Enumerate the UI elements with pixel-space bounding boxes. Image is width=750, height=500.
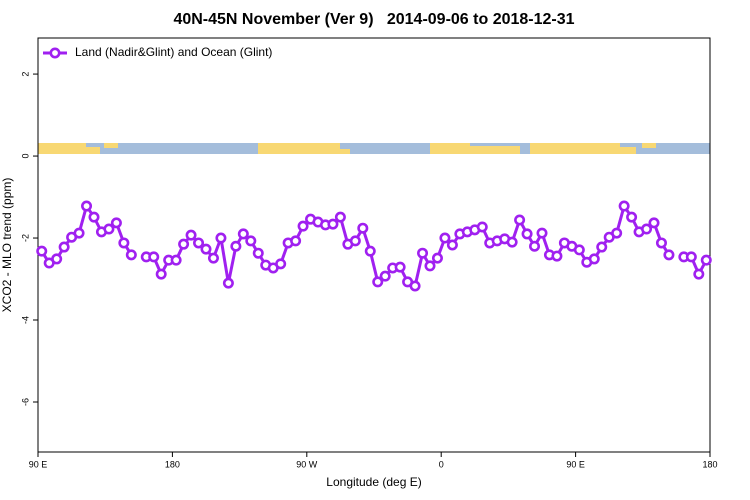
- data-point: [446, 239, 458, 251]
- data-point: [596, 241, 608, 253]
- y-tick-label: -2: [20, 234, 30, 242]
- data-point: [297, 220, 309, 232]
- data-point: [230, 240, 242, 252]
- data-point: [334, 211, 346, 223]
- data-point: [641, 223, 653, 235]
- data-point: [81, 200, 93, 212]
- y-axis-label: XCO2 - MLO trend (ppm): [0, 178, 14, 313]
- x-tick-label: 180: [702, 459, 717, 469]
- data-point: [394, 261, 406, 273]
- y-tick-label: -4: [20, 316, 30, 324]
- data-point: [693, 268, 705, 280]
- data-point: [521, 228, 533, 240]
- y-tick-label: 2: [20, 72, 30, 77]
- x-axis-label: Longitude (deg E): [326, 475, 421, 489]
- data-point: [155, 268, 167, 280]
- data-point: [118, 237, 130, 249]
- data-point: [349, 235, 361, 247]
- data-point: [663, 249, 675, 261]
- data-point: [207, 252, 219, 264]
- data-point: [417, 247, 429, 259]
- data-point: [51, 253, 63, 265]
- data-point: [193, 237, 205, 249]
- data-point: [439, 232, 451, 244]
- data-point: [700, 254, 712, 266]
- data-point: [200, 243, 212, 255]
- x-tick-label: 0: [439, 459, 444, 469]
- data-point: [245, 235, 257, 247]
- x-tick-label: 90 E: [29, 459, 48, 469]
- data-point: [648, 217, 660, 229]
- data-point: [431, 252, 443, 264]
- legend-marker: [49, 47, 61, 59]
- data-point: [215, 232, 227, 244]
- data-point: [327, 218, 339, 230]
- legend-label: Land (Nadir&Glint) and Ocean (Glint): [75, 45, 272, 59]
- x-tick-label: 180: [165, 459, 180, 469]
- data-point: [655, 237, 667, 249]
- x-tick-label: 90 W: [296, 459, 318, 469]
- data-point: [611, 227, 623, 239]
- data-point: [476, 221, 488, 233]
- data-point: [73, 227, 85, 239]
- data-point: [178, 238, 190, 250]
- land-ocean-band: [38, 143, 710, 154]
- data-point: [514, 214, 526, 226]
- data-point: [685, 251, 697, 263]
- data-point: [573, 244, 585, 256]
- data-point: [424, 260, 436, 272]
- data-point: [529, 240, 541, 252]
- data-point: [372, 276, 384, 288]
- data-point: [252, 247, 264, 259]
- data-point: [588, 253, 600, 265]
- data-point: [103, 223, 115, 235]
- x-tick-label: 90 E: [566, 459, 585, 469]
- data-point: [409, 280, 421, 292]
- data-point: [357, 222, 369, 234]
- y-tick-label: 0: [20, 154, 30, 159]
- data-point: [290, 235, 302, 247]
- data-point: [125, 249, 137, 261]
- plot-frame: [37, 37, 711, 453]
- data-point: [148, 251, 160, 263]
- data-point: [237, 228, 249, 240]
- data-point: [110, 217, 122, 229]
- chart-title: 40N-45N November (Ver 9) 2014-09-06 to 2…: [173, 11, 574, 28]
- data-point: [36, 245, 48, 257]
- data-point: [551, 250, 563, 262]
- data-point: [275, 258, 287, 270]
- data-point: [88, 211, 100, 223]
- data-point: [506, 236, 518, 248]
- y-tick-label: -6: [20, 398, 30, 406]
- data-point: [379, 270, 391, 282]
- data-point: [364, 245, 376, 257]
- data-point: [536, 227, 548, 239]
- data-point: [626, 211, 638, 223]
- data-point: [170, 254, 182, 266]
- data-point: [58, 241, 70, 253]
- data-point: [222, 277, 234, 289]
- data-point: [185, 229, 197, 241]
- data-point: [618, 200, 630, 212]
